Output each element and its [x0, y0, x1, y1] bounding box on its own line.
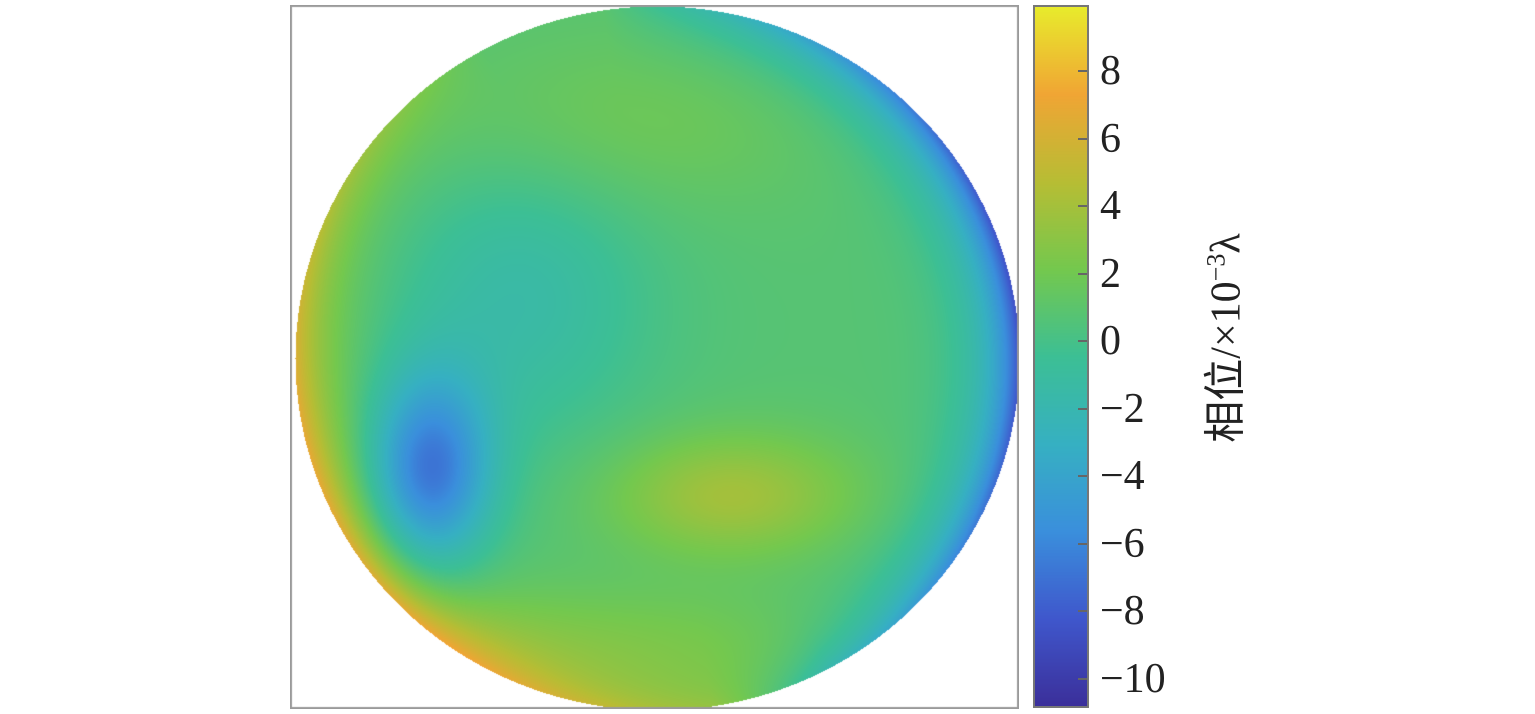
colorbar-label-prefix: 相位/×10 — [1203, 281, 1250, 443]
colorbar-tick — [1078, 340, 1087, 343]
colorbar-tick — [1078, 205, 1087, 208]
colorbar-tick — [1078, 272, 1087, 275]
colorbar-tick-label: −4 — [1100, 453, 1145, 500]
colorbar-tick-label: 4 — [1100, 183, 1121, 230]
colorbar-tick-label: −2 — [1100, 385, 1145, 432]
colorbar-tick-label: −6 — [1100, 520, 1145, 567]
colorbar-tick — [1078, 137, 1087, 140]
colorbar-tick-label: 8 — [1100, 48, 1121, 95]
colorbar-tick — [1078, 475, 1087, 478]
colorbar-tick — [1078, 542, 1087, 545]
colorbar-label-exponent: −3 — [1201, 253, 1231, 282]
colorbar-tick — [1078, 70, 1087, 73]
colorbar-tick-label: 0 — [1100, 318, 1121, 365]
colorbar-tick-label: 6 — [1100, 115, 1121, 162]
colorbar-tick — [1078, 407, 1087, 410]
colorbar — [1033, 5, 1089, 708]
colorbar-tick-label: −10 — [1100, 655, 1166, 702]
colorbar-tick — [1078, 610, 1087, 613]
colorbar-tick — [1078, 677, 1087, 680]
colorbar-label-unit: λ — [1203, 233, 1250, 254]
phase-map-heatmap — [290, 5, 1019, 709]
colorbar-gradient — [1035, 7, 1087, 706]
colorbar-tick-label: −8 — [1100, 588, 1145, 635]
colorbar-label: 相位/×10−3λ — [1192, 233, 1253, 442]
colorbar-tick-label: 2 — [1100, 250, 1121, 297]
